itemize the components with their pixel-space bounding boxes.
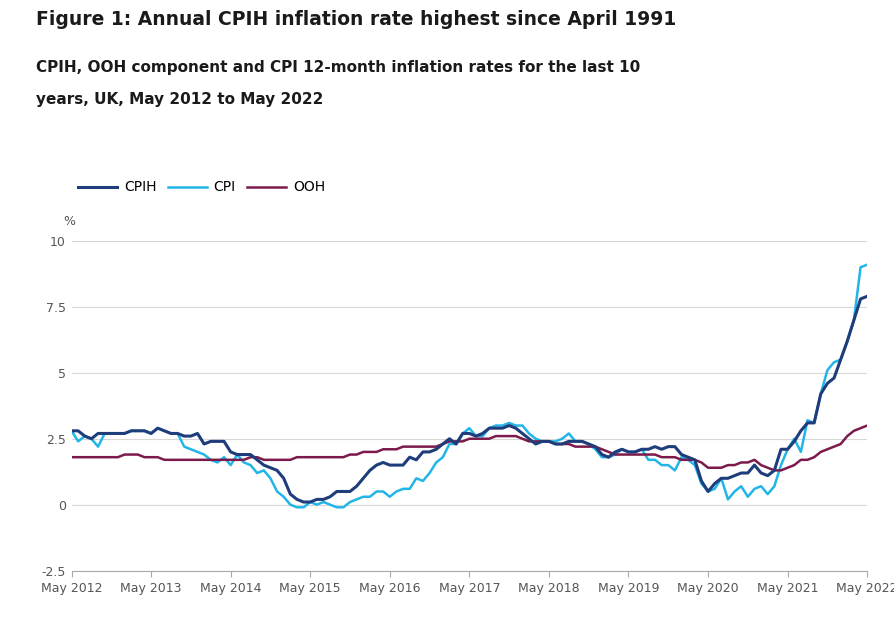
CPIH	[610, 448, 620, 456]
OOH	[862, 422, 873, 429]
CPI	[66, 427, 77, 435]
CPI	[610, 451, 620, 458]
Line: CPI: CPI	[72, 264, 867, 507]
Text: years, UK, May 2012 to May 2022: years, UK, May 2012 to May 2022	[36, 92, 323, 107]
CPIH	[862, 292, 873, 300]
CPIH	[815, 390, 826, 398]
OOH	[815, 448, 826, 456]
Text: CPIH, OOH component and CPI 12-month inflation rates for the last 10: CPIH, OOH component and CPI 12-month inf…	[36, 60, 640, 75]
CPIH	[411, 456, 422, 463]
CPI	[291, 503, 302, 511]
OOH	[769, 467, 780, 474]
CPI	[862, 261, 873, 268]
Text: Figure 1: Annual CPIH inflation rate highest since April 1991: Figure 1: Annual CPIH inflation rate hig…	[36, 10, 676, 29]
CPI	[411, 474, 422, 482]
OOH	[146, 453, 156, 461]
OOH	[66, 453, 77, 461]
OOH	[404, 443, 415, 450]
CPIH	[146, 430, 156, 437]
CPIH	[66, 427, 77, 435]
Line: CPIH: CPIH	[72, 296, 867, 502]
OOH	[563, 440, 574, 448]
CPI	[570, 437, 581, 445]
CPIH	[570, 437, 581, 445]
Text: %: %	[63, 215, 76, 228]
Line: OOH: OOH	[72, 425, 867, 470]
CPI	[815, 390, 826, 398]
CPIH	[299, 498, 309, 506]
CPIH	[252, 456, 263, 463]
CPI	[146, 430, 156, 437]
CPI	[252, 469, 263, 477]
OOH	[252, 453, 263, 461]
Legend: CPIH, CPI, OOH: CPIH, CPI, OOH	[79, 181, 325, 195]
OOH	[603, 448, 614, 456]
